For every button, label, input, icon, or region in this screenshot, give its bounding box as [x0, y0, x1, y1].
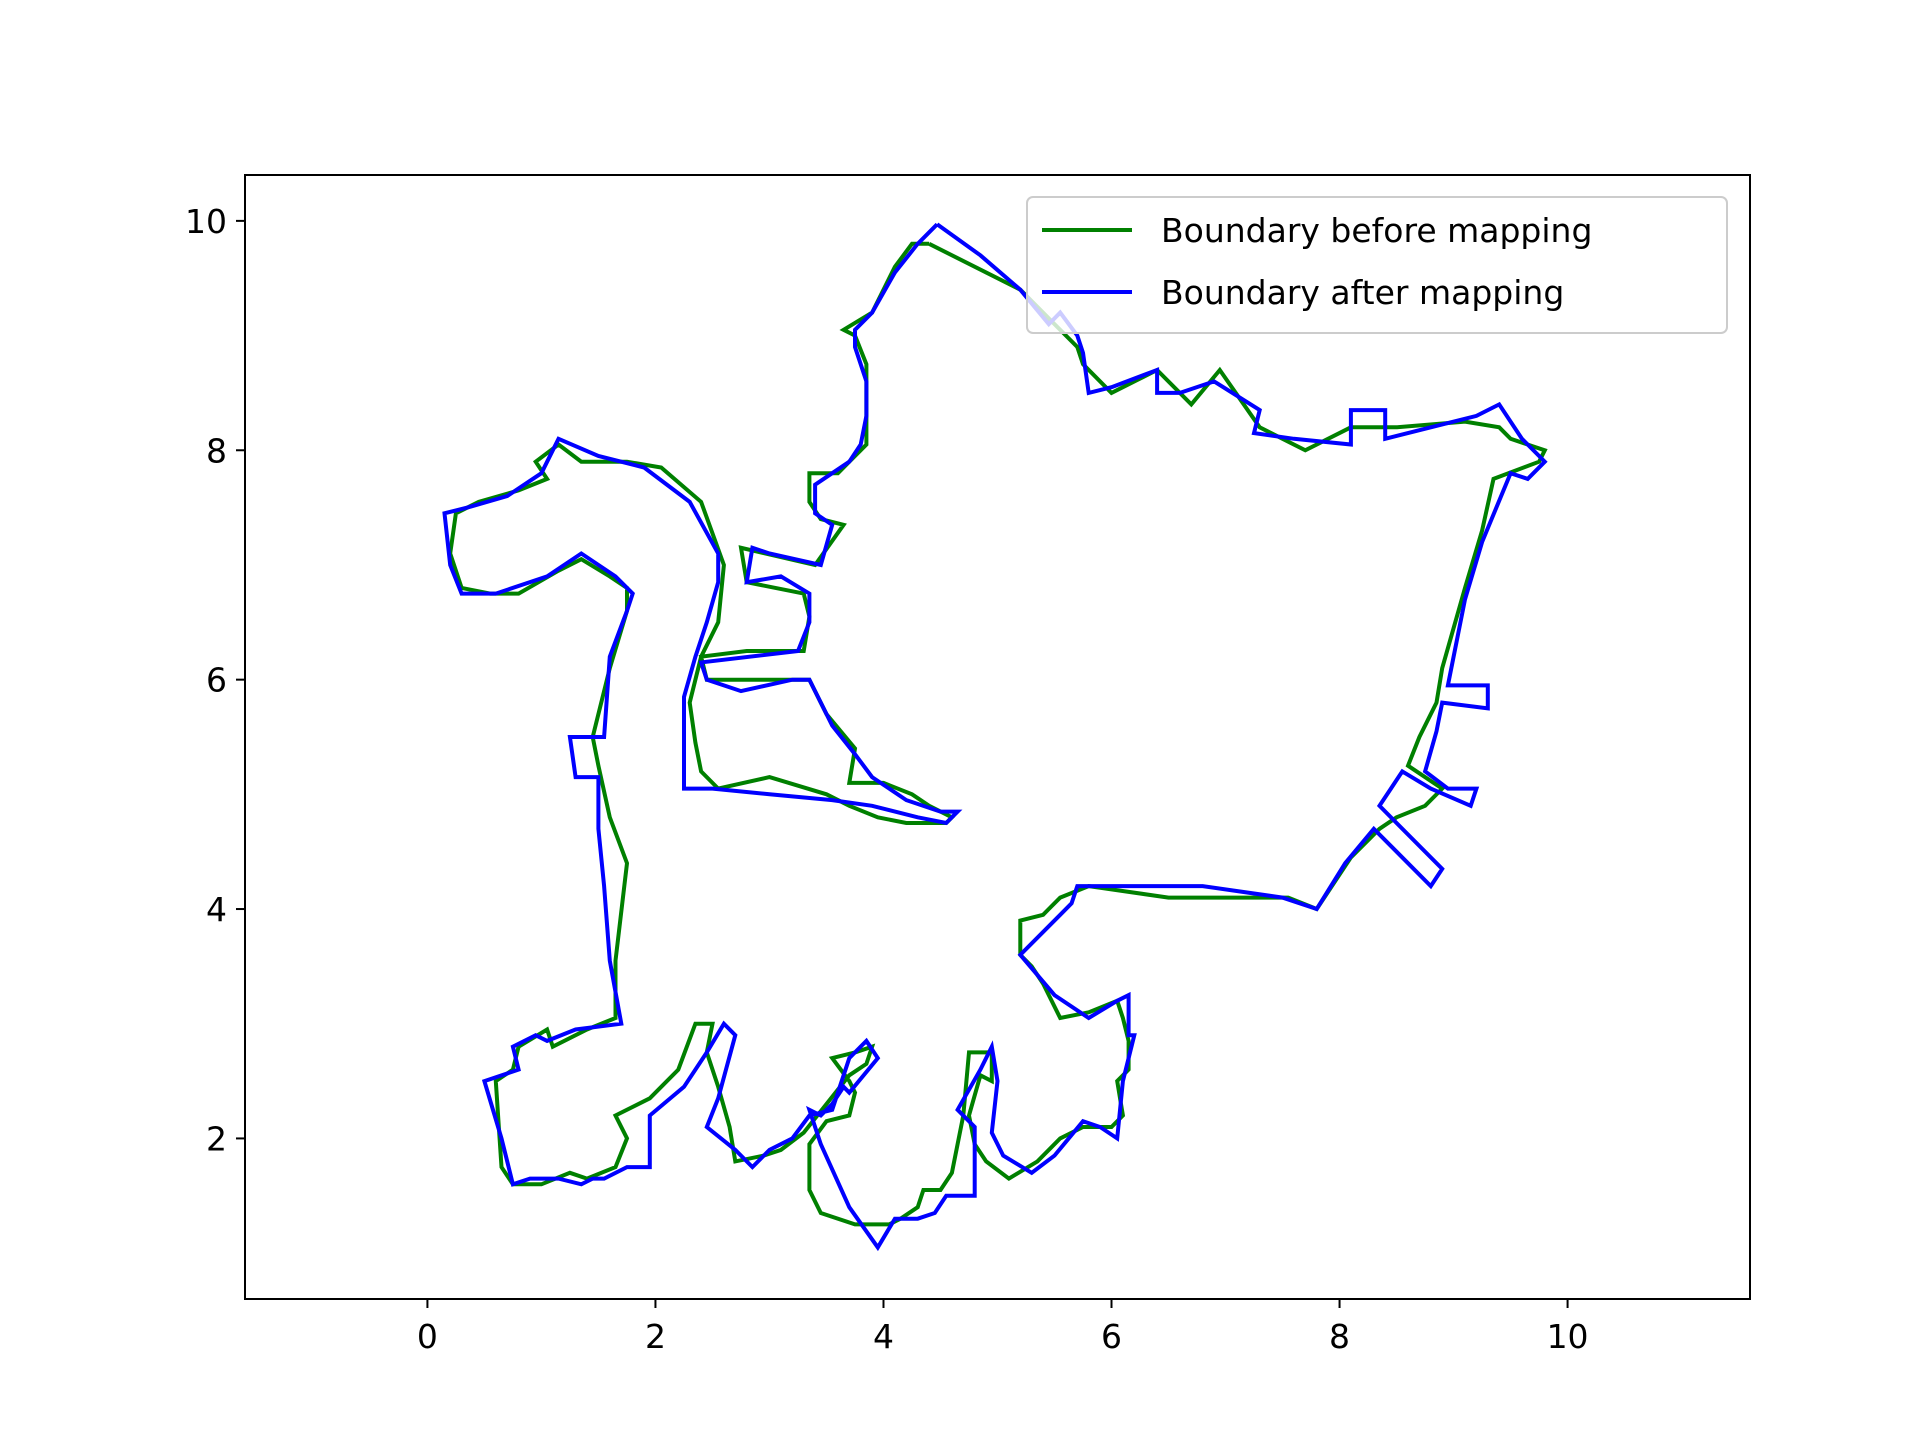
y-tick-label: 6 [206, 661, 227, 700]
x-tick-label: 6 [1101, 1317, 1122, 1356]
legend-label-before: Boundary before mapping [1161, 211, 1592, 250]
y-tick-label: 4 [206, 890, 227, 929]
legend-label-after: Boundary after mapping [1161, 273, 1564, 312]
series-line-after-mapping [442, 222, 1548, 1252]
series-layer [442, 222, 1548, 1252]
y-tick-label: 8 [206, 431, 227, 470]
y-axis-ticks: 2 4 6 8 10 [185, 202, 245, 1158]
x-tick-label: 8 [1329, 1317, 1350, 1356]
x-tick-label: 0 [417, 1317, 438, 1356]
x-tick-label: 2 [645, 1317, 666, 1356]
legend-box [1026, 196, 1728, 334]
y-tick-label: 2 [206, 1119, 227, 1158]
plot-frame [244, 174, 1751, 1300]
x-tick-label: 4 [873, 1317, 894, 1356]
y-tick-label: 10 [185, 202, 227, 241]
x-tick-label: 10 [1547, 1317, 1589, 1356]
x-axis-ticks: 0 2 4 6 8 10 [417, 1299, 1589, 1356]
legend: Boundary before mapping Boundary after m… [1026, 196, 1728, 334]
